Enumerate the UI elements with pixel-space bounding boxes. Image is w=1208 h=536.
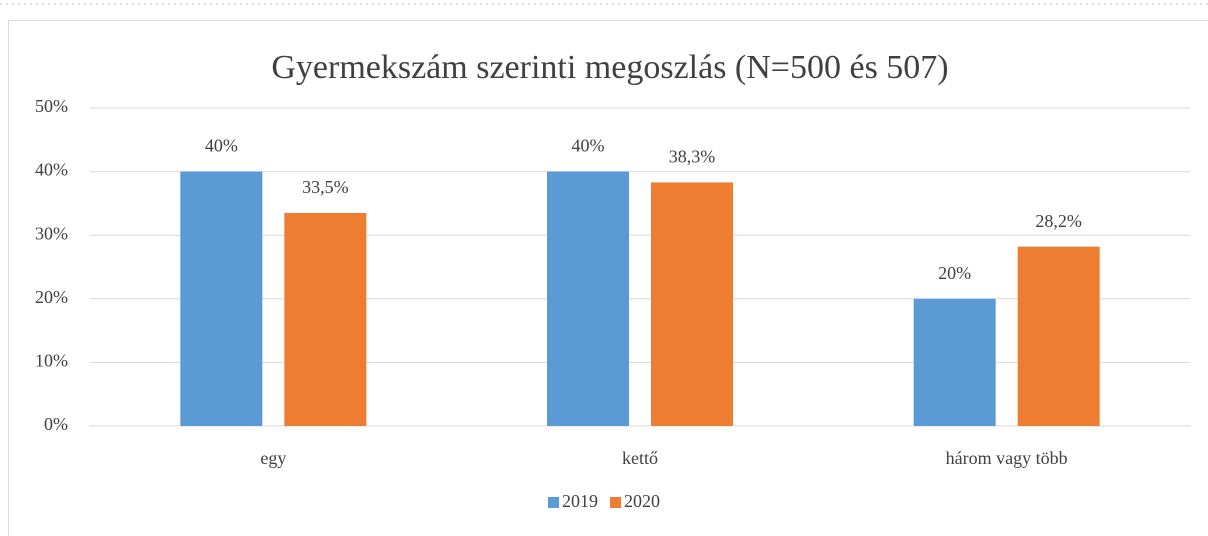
- data-label: 28,2%: [1035, 211, 1082, 231]
- bar: [284, 212, 367, 426]
- y-tick-label: 0%: [44, 414, 68, 434]
- y-tick-label: 20%: [35, 287, 68, 307]
- chart-border: [8, 20, 1208, 536]
- bar: [547, 171, 629, 426]
- bar: [913, 298, 996, 426]
- data-label: 40%: [205, 136, 238, 156]
- legend-swatch: [548, 497, 559, 508]
- x-tick-label: kettő: [622, 448, 658, 468]
- x-tick-label: egy: [260, 448, 286, 468]
- bar: [1017, 246, 1100, 426]
- y-tick-label: 50%: [35, 96, 68, 116]
- bar: [180, 171, 263, 426]
- data-label: 20%: [938, 263, 971, 283]
- x-tick-label: három vagy több: [946, 448, 1068, 468]
- y-tick-label: 10%: [35, 351, 68, 371]
- legend-swatch: [610, 497, 621, 508]
- legend-label: 2020: [624, 491, 660, 511]
- data-label: 33,5%: [302, 177, 349, 197]
- data-label: 40%: [572, 136, 605, 156]
- data-label: 38,3%: [669, 147, 716, 167]
- bar: [651, 182, 733, 426]
- chart-title: Gyermekszám szerinti megoszlás (N=500 és…: [271, 49, 948, 86]
- y-tick-label: 30%: [35, 223, 68, 243]
- y-tick-label: 40%: [35, 160, 68, 180]
- legend-label: 2019: [562, 491, 598, 511]
